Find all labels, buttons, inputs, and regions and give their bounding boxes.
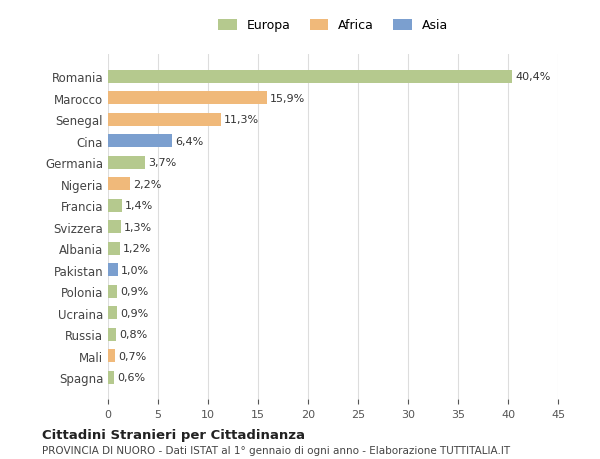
- Bar: [108, 349, 115, 362]
- Bar: [108, 92, 267, 105]
- Text: 0,6%: 0,6%: [117, 372, 145, 382]
- Text: 1,4%: 1,4%: [125, 201, 153, 211]
- Bar: [108, 371, 114, 384]
- Bar: [108, 221, 121, 234]
- Text: 11,3%: 11,3%: [224, 115, 259, 125]
- Legend: Europa, Africa, Asia: Europa, Africa, Asia: [212, 13, 454, 39]
- Bar: [108, 285, 117, 298]
- Text: 0,8%: 0,8%: [119, 330, 147, 339]
- Bar: [108, 135, 172, 148]
- Bar: [108, 199, 122, 212]
- Text: 0,9%: 0,9%: [120, 308, 148, 318]
- Bar: [108, 307, 117, 319]
- Text: 0,9%: 0,9%: [120, 286, 148, 297]
- Text: 40,4%: 40,4%: [515, 72, 550, 82]
- Bar: [108, 328, 116, 341]
- Bar: [108, 71, 512, 84]
- Bar: [108, 157, 145, 169]
- Bar: [108, 242, 120, 255]
- Text: 1,2%: 1,2%: [123, 244, 151, 254]
- Text: 15,9%: 15,9%: [270, 94, 305, 104]
- Text: 3,7%: 3,7%: [148, 158, 176, 168]
- Bar: [108, 178, 130, 191]
- Text: 1,0%: 1,0%: [121, 265, 149, 275]
- Text: 6,4%: 6,4%: [175, 136, 203, 146]
- Text: Cittadini Stranieri per Cittadinanza: Cittadini Stranieri per Cittadinanza: [42, 428, 305, 442]
- Text: 2,2%: 2,2%: [133, 179, 161, 189]
- Bar: [108, 263, 118, 276]
- Text: 0,7%: 0,7%: [118, 351, 146, 361]
- Text: PROVINCIA DI NUORO - Dati ISTAT al 1° gennaio di ogni anno - Elaborazione TUTTIT: PROVINCIA DI NUORO - Dati ISTAT al 1° ge…: [42, 446, 510, 455]
- Text: 1,3%: 1,3%: [124, 222, 152, 232]
- Bar: [108, 113, 221, 127]
